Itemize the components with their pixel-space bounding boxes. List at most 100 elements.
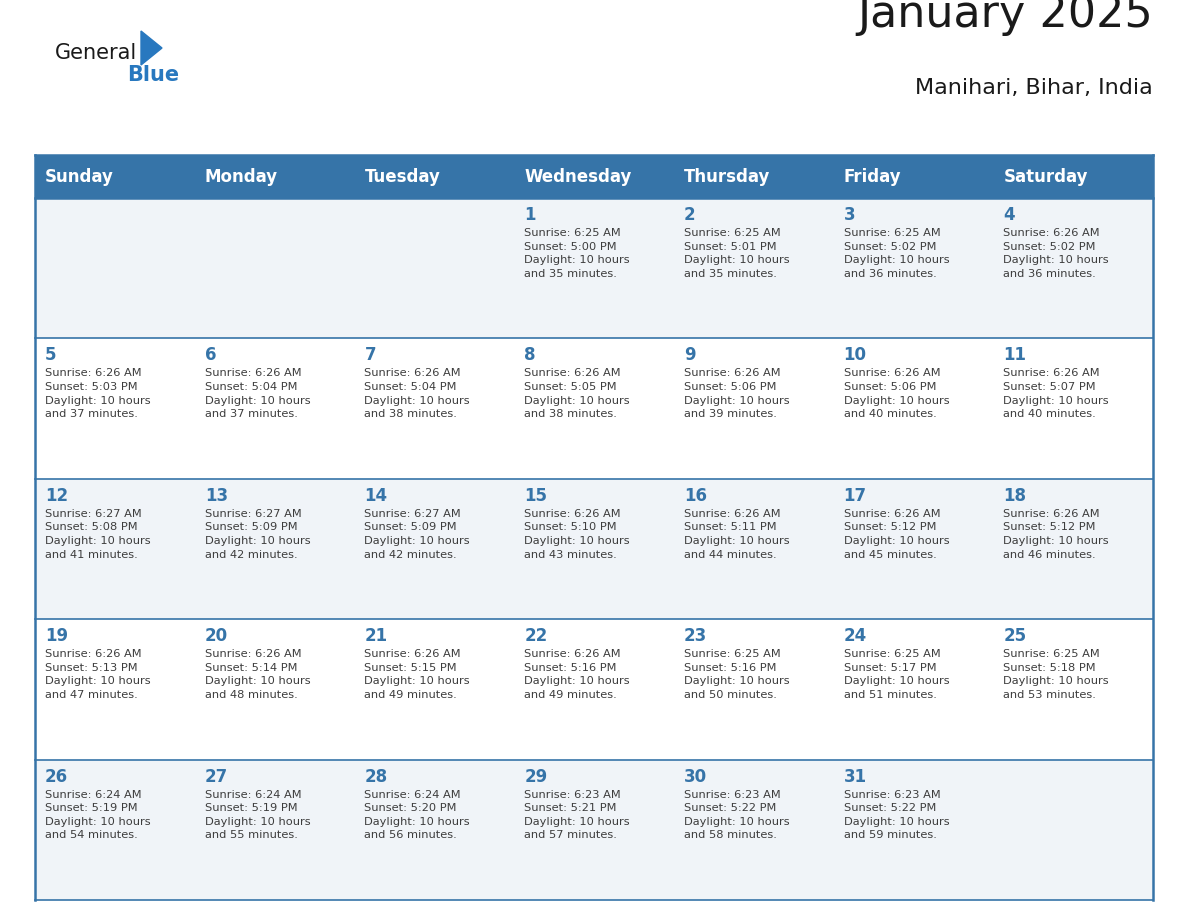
Text: Sunrise: 6:26 AM
Sunset: 5:10 PM
Daylight: 10 hours
and 43 minutes.: Sunrise: 6:26 AM Sunset: 5:10 PM Dayligh… <box>524 509 630 560</box>
Bar <box>354 620 514 759</box>
Bar <box>993 479 1154 620</box>
Text: 15: 15 <box>524 487 548 505</box>
Text: 10: 10 <box>843 346 866 364</box>
Text: Friday: Friday <box>843 167 902 185</box>
Text: 7: 7 <box>365 346 377 364</box>
Bar <box>34 339 195 479</box>
Text: 3: 3 <box>843 206 855 224</box>
Text: Sunrise: 6:27 AM
Sunset: 5:08 PM
Daylight: 10 hours
and 41 minutes.: Sunrise: 6:27 AM Sunset: 5:08 PM Dayligh… <box>45 509 151 560</box>
Text: Blue: Blue <box>127 65 179 85</box>
Text: Sunrise: 6:25 AM
Sunset: 5:01 PM
Daylight: 10 hours
and 35 minutes.: Sunrise: 6:25 AM Sunset: 5:01 PM Dayligh… <box>684 228 790 279</box>
Text: 8: 8 <box>524 346 536 364</box>
Text: 2: 2 <box>684 206 695 224</box>
Text: 24: 24 <box>843 627 867 645</box>
Bar <box>34 198 195 339</box>
Bar <box>993 620 1154 759</box>
Bar <box>674 620 834 759</box>
Bar <box>195 198 354 339</box>
Text: 5: 5 <box>45 346 57 364</box>
Text: Sunrise: 6:26 AM
Sunset: 5:11 PM
Daylight: 10 hours
and 44 minutes.: Sunrise: 6:26 AM Sunset: 5:11 PM Dayligh… <box>684 509 790 560</box>
Text: Sunrise: 6:25 AM
Sunset: 5:16 PM
Daylight: 10 hours
and 50 minutes.: Sunrise: 6:25 AM Sunset: 5:16 PM Dayligh… <box>684 649 790 700</box>
Text: 30: 30 <box>684 767 707 786</box>
Bar <box>354 339 514 479</box>
Text: Sunrise: 6:24 AM
Sunset: 5:19 PM
Daylight: 10 hours
and 54 minutes.: Sunrise: 6:24 AM Sunset: 5:19 PM Dayligh… <box>45 789 151 840</box>
Text: 22: 22 <box>524 627 548 645</box>
Text: Sunrise: 6:26 AM
Sunset: 5:12 PM
Daylight: 10 hours
and 45 minutes.: Sunrise: 6:26 AM Sunset: 5:12 PM Dayligh… <box>843 509 949 560</box>
Text: 25: 25 <box>1004 627 1026 645</box>
Text: 26: 26 <box>45 767 68 786</box>
Bar <box>993 339 1154 479</box>
Text: 12: 12 <box>45 487 68 505</box>
Text: Sunrise: 6:26 AM
Sunset: 5:12 PM
Daylight: 10 hours
and 46 minutes.: Sunrise: 6:26 AM Sunset: 5:12 PM Dayligh… <box>1004 509 1108 560</box>
Bar <box>674 155 834 198</box>
Bar <box>674 198 834 339</box>
Text: 11: 11 <box>1004 346 1026 364</box>
Bar <box>993 198 1154 339</box>
Bar <box>834 479 993 620</box>
Bar <box>514 339 674 479</box>
Bar <box>834 620 993 759</box>
Bar <box>834 339 993 479</box>
Text: 9: 9 <box>684 346 695 364</box>
Text: Thursday: Thursday <box>684 167 770 185</box>
Text: Monday: Monday <box>204 167 278 185</box>
Text: Sunrise: 6:26 AM
Sunset: 5:04 PM
Daylight: 10 hours
and 38 minutes.: Sunrise: 6:26 AM Sunset: 5:04 PM Dayligh… <box>365 368 470 420</box>
Text: Sunrise: 6:25 AM
Sunset: 5:18 PM
Daylight: 10 hours
and 53 minutes.: Sunrise: 6:25 AM Sunset: 5:18 PM Dayligh… <box>1004 649 1108 700</box>
Text: Sunrise: 6:23 AM
Sunset: 5:21 PM
Daylight: 10 hours
and 57 minutes.: Sunrise: 6:23 AM Sunset: 5:21 PM Dayligh… <box>524 789 630 840</box>
Text: 6: 6 <box>204 346 216 364</box>
Text: Sunrise: 6:25 AM
Sunset: 5:00 PM
Daylight: 10 hours
and 35 minutes.: Sunrise: 6:25 AM Sunset: 5:00 PM Dayligh… <box>524 228 630 279</box>
Text: Sunrise: 6:25 AM
Sunset: 5:02 PM
Daylight: 10 hours
and 36 minutes.: Sunrise: 6:25 AM Sunset: 5:02 PM Dayligh… <box>843 228 949 279</box>
Bar <box>834 155 993 198</box>
Text: Sunrise: 6:26 AM
Sunset: 5:15 PM
Daylight: 10 hours
and 49 minutes.: Sunrise: 6:26 AM Sunset: 5:15 PM Dayligh… <box>365 649 470 700</box>
Bar <box>514 620 674 759</box>
Text: 20: 20 <box>204 627 228 645</box>
Text: Sunrise: 6:24 AM
Sunset: 5:19 PM
Daylight: 10 hours
and 55 minutes.: Sunrise: 6:24 AM Sunset: 5:19 PM Dayligh… <box>204 789 310 840</box>
Text: Sunrise: 6:27 AM
Sunset: 5:09 PM
Daylight: 10 hours
and 42 minutes.: Sunrise: 6:27 AM Sunset: 5:09 PM Dayligh… <box>365 509 470 560</box>
Bar <box>195 155 354 198</box>
Text: January 2025: January 2025 <box>858 0 1154 36</box>
Bar <box>195 339 354 479</box>
Bar <box>514 479 674 620</box>
Text: Sunrise: 6:26 AM
Sunset: 5:06 PM
Daylight: 10 hours
and 39 minutes.: Sunrise: 6:26 AM Sunset: 5:06 PM Dayligh… <box>684 368 790 420</box>
Text: 1: 1 <box>524 206 536 224</box>
Text: Sunrise: 6:24 AM
Sunset: 5:20 PM
Daylight: 10 hours
and 56 minutes.: Sunrise: 6:24 AM Sunset: 5:20 PM Dayligh… <box>365 789 470 840</box>
Bar <box>354 155 514 198</box>
Bar <box>674 479 834 620</box>
Bar <box>354 198 514 339</box>
Text: 21: 21 <box>365 627 387 645</box>
Text: 27: 27 <box>204 767 228 786</box>
Text: Sunrise: 6:23 AM
Sunset: 5:22 PM
Daylight: 10 hours
and 59 minutes.: Sunrise: 6:23 AM Sunset: 5:22 PM Dayligh… <box>843 789 949 840</box>
Text: Manihari, Bihar, India: Manihari, Bihar, India <box>915 78 1154 98</box>
Bar <box>34 620 195 759</box>
Text: Tuesday: Tuesday <box>365 167 441 185</box>
Text: Sunrise: 6:26 AM
Sunset: 5:05 PM
Daylight: 10 hours
and 38 minutes.: Sunrise: 6:26 AM Sunset: 5:05 PM Dayligh… <box>524 368 630 420</box>
Text: Sunrise: 6:26 AM
Sunset: 5:16 PM
Daylight: 10 hours
and 49 minutes.: Sunrise: 6:26 AM Sunset: 5:16 PM Dayligh… <box>524 649 630 700</box>
Text: Sunrise: 6:26 AM
Sunset: 5:03 PM
Daylight: 10 hours
and 37 minutes.: Sunrise: 6:26 AM Sunset: 5:03 PM Dayligh… <box>45 368 151 420</box>
Bar <box>993 759 1154 900</box>
Text: 29: 29 <box>524 767 548 786</box>
Bar <box>195 759 354 900</box>
Text: Sunrise: 6:26 AM
Sunset: 5:02 PM
Daylight: 10 hours
and 36 minutes.: Sunrise: 6:26 AM Sunset: 5:02 PM Dayligh… <box>1004 228 1108 279</box>
Text: 14: 14 <box>365 487 387 505</box>
Bar <box>834 759 993 900</box>
Text: 19: 19 <box>45 627 68 645</box>
Bar <box>34 479 195 620</box>
Bar <box>514 155 674 198</box>
Text: Sunday: Sunday <box>45 167 114 185</box>
Bar <box>195 479 354 620</box>
Bar <box>34 759 195 900</box>
Bar <box>674 339 834 479</box>
Bar <box>514 198 674 339</box>
Text: Sunrise: 6:26 AM
Sunset: 5:13 PM
Daylight: 10 hours
and 47 minutes.: Sunrise: 6:26 AM Sunset: 5:13 PM Dayligh… <box>45 649 151 700</box>
Polygon shape <box>141 31 162 65</box>
Text: Saturday: Saturday <box>1004 167 1088 185</box>
Bar <box>674 759 834 900</box>
Text: 31: 31 <box>843 767 867 786</box>
Bar <box>34 155 195 198</box>
Bar <box>514 759 674 900</box>
Text: 13: 13 <box>204 487 228 505</box>
Bar <box>354 479 514 620</box>
Text: 16: 16 <box>684 487 707 505</box>
Text: 18: 18 <box>1004 487 1026 505</box>
Text: 4: 4 <box>1004 206 1015 224</box>
